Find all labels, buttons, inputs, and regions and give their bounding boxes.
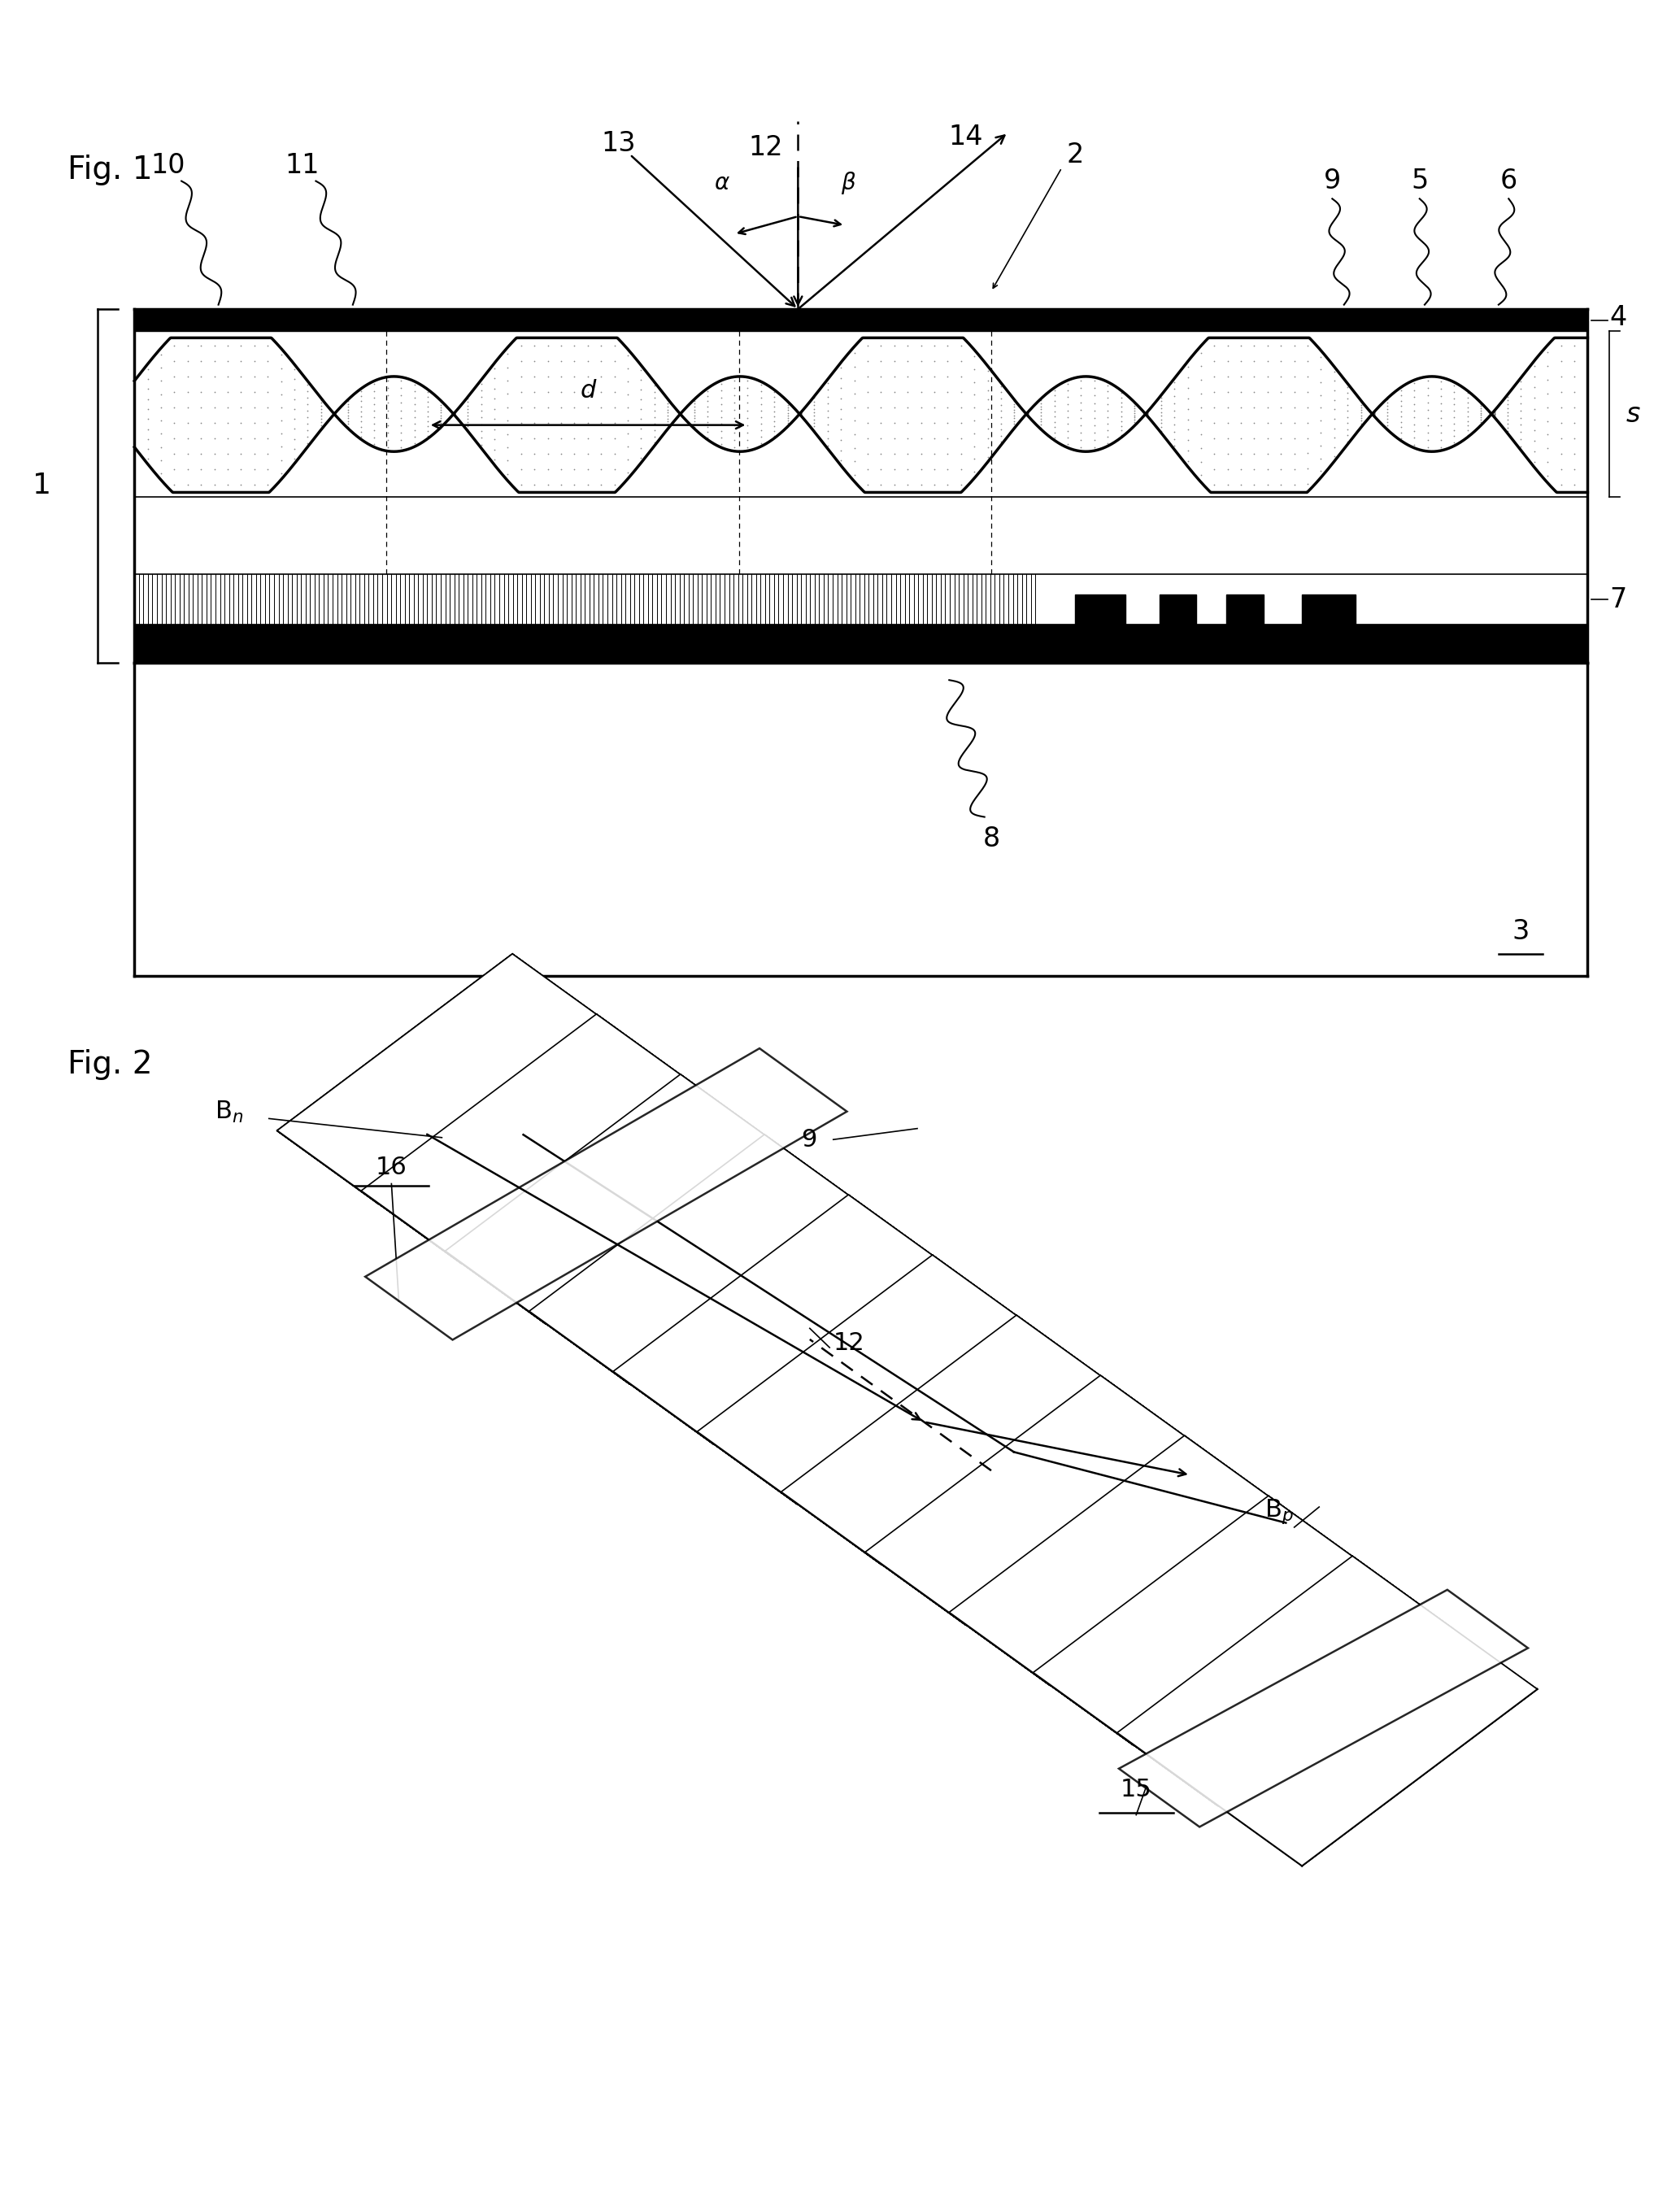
Bar	[1226, 594, 1263, 625]
Polygon shape	[949, 1435, 1369, 1744]
Polygon shape	[365, 1049, 847, 1340]
Polygon shape	[1117, 1557, 1537, 1866]
Bar	[1075, 594, 1126, 625]
Text: 2: 2	[1067, 141, 1084, 168]
Text: d: d	[580, 380, 596, 404]
Text: s: s	[1626, 400, 1640, 428]
Bar	[1302, 594, 1356, 625]
Polygon shape	[445, 1075, 865, 1384]
Polygon shape	[613, 1195, 1033, 1504]
Text: 7: 7	[1609, 585, 1626, 614]
Text: 16: 16	[376, 1155, 407, 1179]
Text: 11: 11	[286, 152, 319, 179]
Polygon shape	[529, 1135, 949, 1444]
Polygon shape	[361, 1013, 781, 1325]
Text: 13: 13	[601, 130, 635, 157]
Text: 4: 4	[1609, 305, 1626, 331]
Polygon shape	[277, 954, 697, 1263]
Polygon shape	[1033, 1495, 1453, 1806]
Text: B$_p$: B$_p$	[1265, 1497, 1294, 1526]
Text: 9: 9	[801, 1128, 816, 1150]
Text: 14: 14	[949, 124, 983, 150]
Text: 15: 15	[1121, 1777, 1152, 1802]
Text: Fig. 1: Fig. 1	[67, 155, 153, 185]
Text: 3: 3	[1512, 919, 1529, 945]
Bar	[1159, 594, 1196, 625]
Text: 6: 6	[1500, 168, 1517, 194]
Text: Fig. 2: Fig. 2	[67, 1049, 153, 1080]
Text: B$_n$: B$_n$	[215, 1100, 244, 1124]
Polygon shape	[865, 1376, 1285, 1685]
Text: 10: 10	[151, 152, 185, 179]
Polygon shape	[781, 1316, 1201, 1625]
Text: 9: 9	[1324, 168, 1341, 194]
Text: 1: 1	[32, 473, 52, 499]
Text: $\beta$: $\beta$	[840, 170, 857, 197]
Text: 8: 8	[983, 826, 1000, 852]
Text: 5: 5	[1411, 168, 1428, 194]
Text: $\alpha$: $\alpha$	[714, 172, 731, 194]
Polygon shape	[697, 1254, 1117, 1565]
Text: 12: 12	[749, 135, 783, 161]
Text: 12: 12	[833, 1331, 865, 1356]
Polygon shape	[1119, 1590, 1529, 1826]
